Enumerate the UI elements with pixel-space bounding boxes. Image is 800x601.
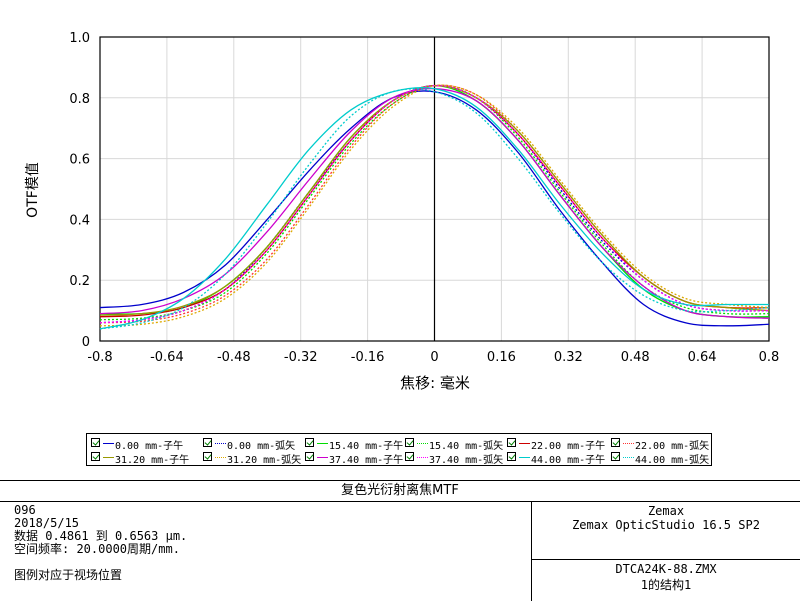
- checkbox-icon: [611, 438, 620, 447]
- y-tick-label: 0: [82, 335, 90, 350]
- x-tick-label: -0.48: [217, 350, 251, 365]
- x-tick-label: -0.8: [87, 350, 112, 365]
- legend-label: 31.20 mm-弧矢: [227, 455, 302, 466]
- date: 2018/5/15: [14, 516, 80, 530]
- legend-swatch: [215, 457, 226, 458]
- checkbox-icon: [611, 452, 620, 461]
- checkbox-icon: [91, 452, 100, 461]
- legend-swatch: [317, 457, 328, 458]
- legend-swatch: [623, 457, 634, 458]
- vendor: Zemax: [647, 504, 685, 518]
- checkbox-icon: [203, 438, 212, 447]
- info-panel: 复色光衍射离焦MTF 096 2018/5/15 数据 0.4861 到 0.6…: [0, 480, 800, 601]
- spatial-frequency: 空间频率: 20.0000周期/mm.: [14, 542, 180, 556]
- y-axis-label: OTF模值: [25, 162, 41, 218]
- series-line-11: [99, 88, 770, 330]
- mtf-chart: -0.8 -0.64 -0.48 -0.32 -0.16 0 0.16 0.32 0.48 0.6…: [25, 31, 779, 392]
- y-tick-label: 0.2: [69, 274, 90, 289]
- checkbox-icon: [507, 452, 516, 461]
- x-tick-label: 0.16: [487, 350, 516, 365]
- legend-row: 31.20 mm-子午 31.20 mm-弧矢 37.40 mm-子午 37.40 m…: [87, 450, 711, 466]
- legend-label: 15.40 mm-弧矢: [429, 441, 504, 452]
- checkbox-icon: [305, 438, 314, 447]
- checkbox-icon: [91, 438, 100, 447]
- x-tick-label: -0.16: [351, 350, 385, 365]
- x-tick-label: -0.64: [150, 350, 184, 365]
- x-tick-label: 0.48: [621, 350, 650, 365]
- x-tick-label: 0.8: [759, 350, 780, 365]
- legend-label: 37.40 mm-子午: [329, 455, 404, 466]
- series-line-9: [99, 84, 770, 324]
- legend-note: 图例对应于视场位置: [14, 568, 123, 582]
- chart-axes: [99, 36, 770, 342]
- info-details: 096 2018/5/15 数据 0.4861 到 0.6563 μm. 空间频…: [0, 502, 532, 601]
- y-tick-label: 0.4: [69, 213, 90, 228]
- legend-swatch: [103, 443, 114, 444]
- legend-swatch: [417, 443, 428, 444]
- legend-swatch: [215, 443, 226, 444]
- legend-swatch: [519, 457, 530, 458]
- legend-swatch: [317, 443, 328, 444]
- legend-swatch: [623, 443, 634, 444]
- checkbox-icon: [405, 452, 414, 461]
- legend-swatch: [519, 443, 530, 444]
- legend-label: 0.00 mm-子午: [115, 441, 184, 452]
- info-title: 复色光衍射离焦MTF: [0, 481, 800, 502]
- file-info: DTCA24K-88.ZMX 1的结构1: [532, 560, 800, 601]
- file-name: DTCA24K-88.ZMX: [615, 562, 717, 576]
- legend-label: 37.40 mm-弧矢: [429, 455, 504, 466]
- series-line-5: [99, 84, 770, 324]
- chart-series: [99, 84, 770, 330]
- y-tick-label: 1.0: [69, 31, 90, 46]
- checkbox-icon: [305, 452, 314, 461]
- y-tick-label: 0.6: [69, 153, 90, 168]
- checkbox-icon: [203, 452, 212, 461]
- x-tick-label: 0: [430, 350, 438, 365]
- legend-label: 15.40 mm-子午: [329, 441, 404, 452]
- y-tick-label: 0.8: [69, 92, 90, 107]
- legend-swatch: [417, 457, 428, 458]
- legend-label: 44.00 mm-弧矢: [635, 455, 710, 466]
- checkbox-icon: [507, 438, 516, 447]
- legend-label: 22.00 mm-弧矢: [635, 441, 710, 452]
- x-tick-label: 0.32: [554, 350, 583, 365]
- checkbox-icon: [405, 438, 414, 447]
- x-tick-label: 0.64: [688, 350, 717, 365]
- x-tick-label: -0.32: [284, 350, 318, 365]
- legend-row: 0.00 mm-子午 0.00 mm-弧矢 15.40 mm-子午 15.40 mm-…: [87, 436, 711, 452]
- software-version: Zemax OpticStudio 16.5 SP2: [572, 518, 760, 532]
- legend-label: 31.20 mm-子午: [115, 455, 190, 466]
- legend-swatch: [103, 457, 114, 458]
- software-info: Zemax Zemax OpticStudio 16.5 SP2: [532, 502, 800, 560]
- configuration: 1的结构1: [640, 578, 692, 592]
- surface-id: 096: [14, 503, 36, 517]
- x-axis-label: 焦移: 毫米: [400, 374, 470, 392]
- series-line-10: [99, 86, 769, 330]
- wavelength-range: 数据 0.4861 到 0.6563 μm.: [14, 529, 188, 543]
- legend-label: 44.00 mm-子午: [531, 455, 606, 466]
- chart-legend: 0.00 mm-子午 0.00 mm-弧矢 15.40 mm-子午 15.40 mm-…: [86, 433, 712, 466]
- chart-tick-labels: -0.8 -0.64 -0.48 -0.32 -0.16 0 0.16 0.32 0.48 0.6…: [69, 31, 779, 365]
- legend-label: 0.00 mm-弧矢: [227, 441, 296, 452]
- legend-label: 22.00 mm-子午: [531, 441, 606, 452]
